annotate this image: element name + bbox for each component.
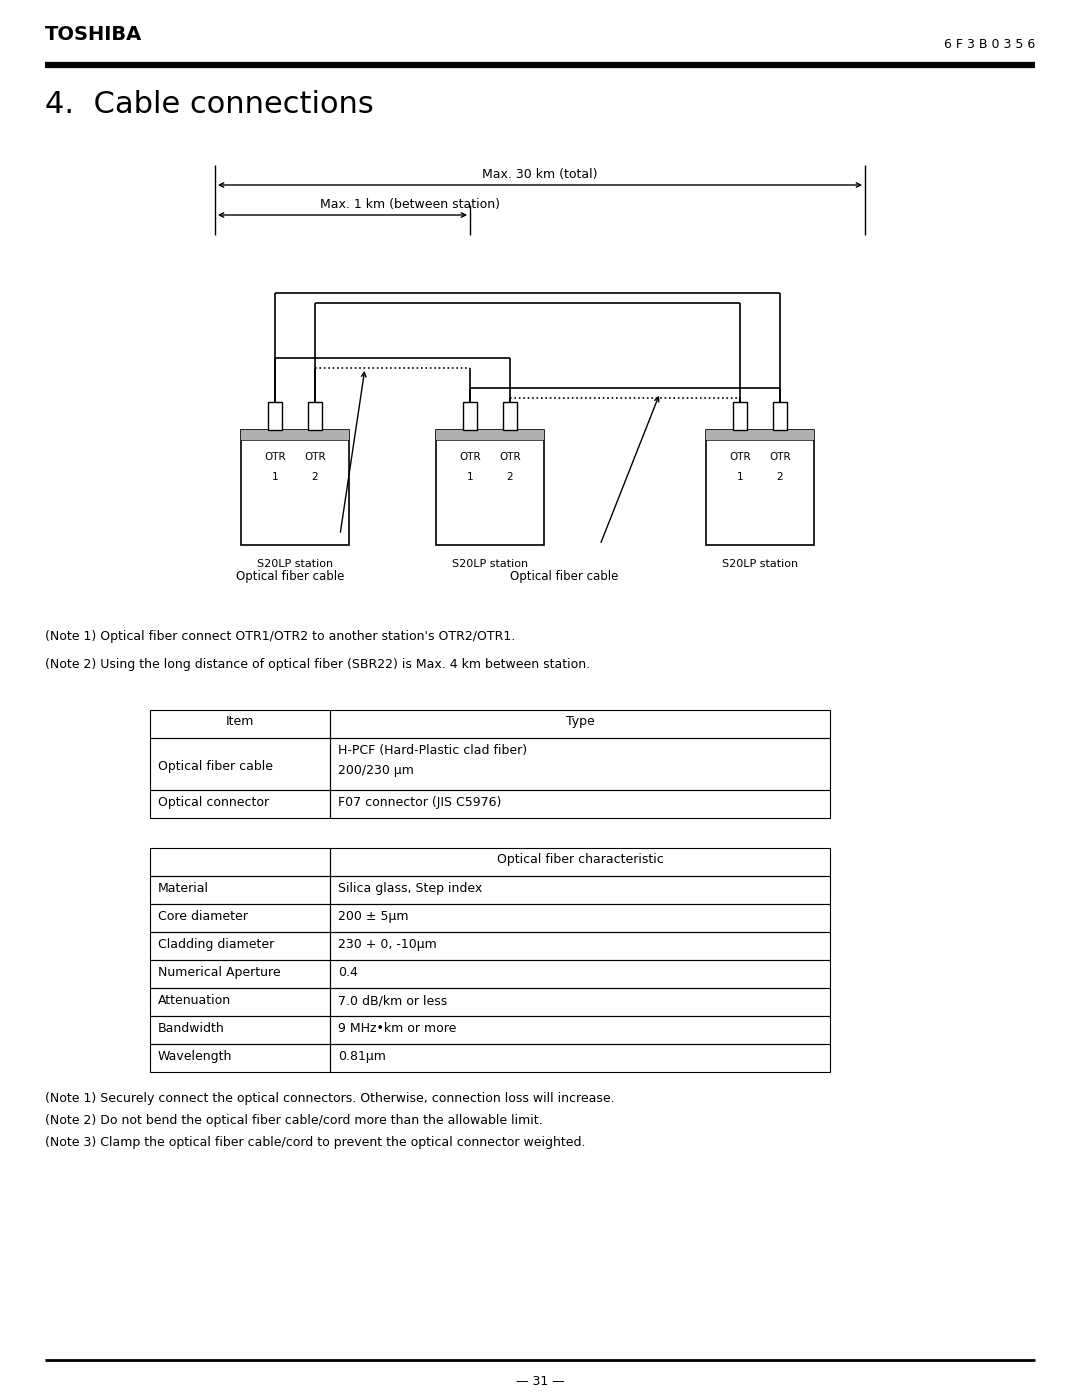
Text: (Note 1) Optical fiber connect OTR1/OTR2 to another station's OTR2/OTR1.: (Note 1) Optical fiber connect OTR1/OTR2… [45, 630, 515, 643]
Text: 200/230 μm: 200/230 μm [338, 764, 414, 777]
Bar [706, 430, 814, 440]
Text: 230 + 0, -10μm: 230 + 0, -10μm [338, 937, 436, 951]
Bar [330, 710, 831, 738]
Bar [436, 430, 544, 545]
Text: — 31 —: — 31 — [515, 1375, 565, 1389]
Bar [268, 402, 282, 430]
Text: 200 ± 5μm: 200 ± 5μm [338, 909, 408, 923]
Bar [330, 1016, 831, 1044]
Bar [150, 960, 330, 988]
Bar [241, 430, 349, 545]
Text: (Note 2) Do not bend the optical fiber cable/cord more than the allowable limit.: (Note 2) Do not bend the optical fiber c… [45, 1113, 542, 1127]
Bar [150, 988, 330, 1016]
Bar [150, 789, 330, 819]
Text: 2: 2 [507, 472, 513, 482]
Bar [330, 932, 831, 960]
Text: Wavelength: Wavelength [158, 1051, 232, 1063]
Text: Bandwidth: Bandwidth [158, 1023, 225, 1035]
Bar [150, 904, 330, 932]
Text: 1: 1 [467, 472, 473, 482]
Text: S20LP station: S20LP station [451, 559, 528, 569]
Text: 1: 1 [272, 472, 279, 482]
Text: Numerical Aperture: Numerical Aperture [158, 965, 281, 979]
Bar [330, 848, 831, 876]
Bar [330, 738, 831, 789]
Text: H-PCF (Hard-Plastic clad fiber): H-PCF (Hard-Plastic clad fiber) [338, 745, 527, 757]
Text: (Note 2) Using the long distance of optical fiber (SBR22) is Max. 4 km between s: (Note 2) Using the long distance of opti… [45, 658, 590, 671]
Text: Type: Type [566, 715, 594, 728]
Text: (Note 3) Clamp the optical fiber cable/cord to prevent the optical connector wei: (Note 3) Clamp the optical fiber cable/c… [45, 1136, 585, 1148]
Bar [150, 848, 330, 876]
Text: 6 F 3 B 0 3 5 6: 6 F 3 B 0 3 5 6 [944, 38, 1035, 52]
Bar [150, 1016, 330, 1044]
Text: Material: Material [158, 882, 210, 895]
Bar [150, 932, 330, 960]
Bar [330, 904, 831, 932]
Text: Cladding diameter: Cladding diameter [158, 937, 274, 951]
Bar [733, 402, 747, 430]
Text: Optical fiber cable: Optical fiber cable [158, 760, 273, 773]
Bar [330, 960, 831, 988]
Bar [150, 876, 330, 904]
Text: 0.81μm: 0.81μm [338, 1051, 386, 1063]
Text: S20LP station: S20LP station [721, 559, 798, 569]
Bar [330, 876, 831, 904]
Bar [308, 402, 322, 430]
Text: 4.  Cable connections: 4. Cable connections [45, 89, 374, 119]
Bar [706, 430, 814, 545]
Text: 7.0 dB/km or less: 7.0 dB/km or less [338, 995, 447, 1007]
Bar [330, 988, 831, 1016]
Text: 2: 2 [777, 472, 783, 482]
Bar [436, 430, 544, 440]
Text: Optical connector: Optical connector [158, 796, 269, 809]
Bar [503, 402, 517, 430]
Text: OTR: OTR [769, 453, 791, 462]
Text: Item: Item [226, 715, 254, 728]
Text: OTR: OTR [265, 453, 286, 462]
Text: Attenuation: Attenuation [158, 995, 231, 1007]
Text: OTR: OTR [305, 453, 326, 462]
Text: S20LP station: S20LP station [257, 559, 333, 569]
Bar [150, 1044, 330, 1071]
Text: F07 connector (JIS C5976): F07 connector (JIS C5976) [338, 796, 501, 809]
Text: OTR: OTR [459, 453, 481, 462]
Text: Core diameter: Core diameter [158, 909, 248, 923]
Text: (Note 1) Securely connect the optical connectors. Otherwise, connection loss wil: (Note 1) Securely connect the optical co… [45, 1092, 615, 1105]
Bar [773, 402, 787, 430]
Text: 2: 2 [312, 472, 319, 482]
Text: 0.4: 0.4 [338, 965, 357, 979]
Bar [241, 430, 349, 440]
Text: OTR: OTR [499, 453, 521, 462]
Text: Optical fiber characteristic: Optical fiber characteristic [497, 854, 663, 866]
Text: 1: 1 [737, 472, 743, 482]
Text: 9 MHz•km or more: 9 MHz•km or more [338, 1023, 457, 1035]
Bar [150, 710, 330, 738]
Text: Max. 1 km (between station): Max. 1 km (between station) [320, 198, 500, 211]
Bar [330, 789, 831, 819]
Text: Max. 30 km (total): Max. 30 km (total) [483, 168, 597, 182]
Bar [150, 738, 330, 789]
Text: Optical fiber cable: Optical fiber cable [510, 570, 619, 583]
Text: Optical fiber cable: Optical fiber cable [235, 570, 345, 583]
Text: OTR: OTR [729, 453, 751, 462]
Bar [330, 1044, 831, 1071]
Text: Silica glass, Step index: Silica glass, Step index [338, 882, 483, 895]
Bar [463, 402, 477, 430]
Text: TOSHIBA: TOSHIBA [45, 25, 143, 43]
